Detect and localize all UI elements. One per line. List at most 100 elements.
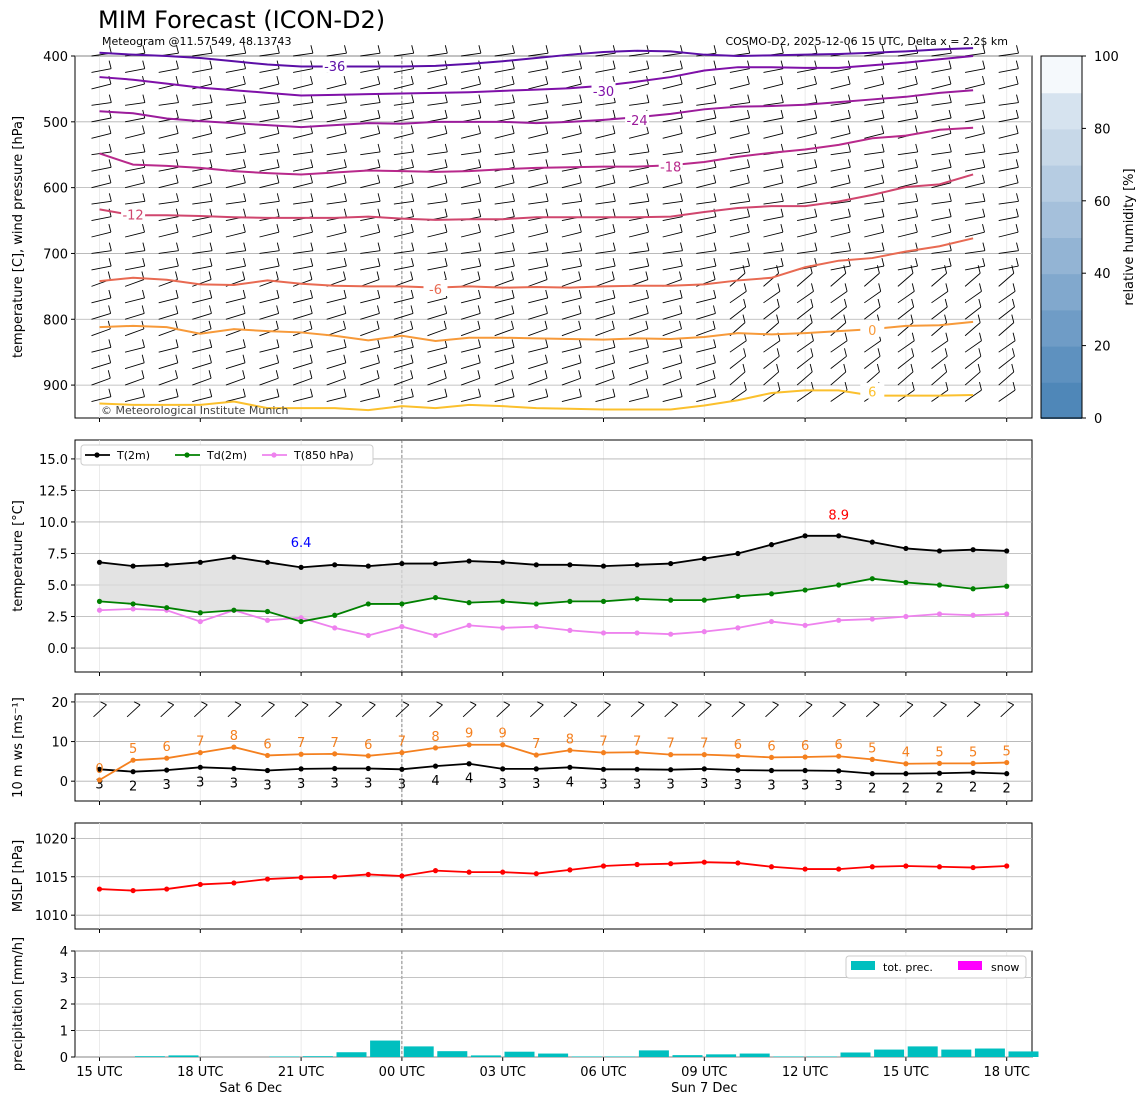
data-point xyxy=(231,744,237,750)
wind-barb-flag xyxy=(167,701,174,706)
wind-barb-flag xyxy=(108,242,112,251)
wind-barb-flag xyxy=(646,60,650,69)
wind-barb-flag xyxy=(545,143,549,153)
data-point xyxy=(869,616,875,622)
wind-barb-flag xyxy=(310,174,313,183)
wind-barb-flag xyxy=(209,60,213,69)
wind-barb-flag xyxy=(175,370,178,379)
wind-barb xyxy=(460,346,481,353)
wind-barb xyxy=(897,200,918,205)
wind-barb-flag xyxy=(847,208,851,217)
wind-barb-flag xyxy=(444,109,448,119)
data-point xyxy=(264,876,271,882)
wind-barb-flag xyxy=(511,370,514,379)
wind-barb xyxy=(429,704,443,718)
wind-barb xyxy=(830,322,847,337)
wind-barb xyxy=(461,265,481,271)
wind-barb xyxy=(494,279,514,287)
wind-barb-flag xyxy=(275,320,279,329)
upper-air-ytick-label: 800 xyxy=(43,313,68,328)
wind-barb xyxy=(830,102,851,106)
wind-barb-flag xyxy=(411,45,415,54)
wind-barb-flag xyxy=(544,370,548,379)
wind-barb-flag xyxy=(746,224,750,233)
data-label: 3 xyxy=(297,777,305,792)
day-label: Sat 6 Dec xyxy=(219,1081,282,1096)
wind-barb-flag xyxy=(276,208,280,217)
data-point xyxy=(432,595,439,601)
wind-barb xyxy=(326,132,347,139)
wind-barb xyxy=(360,151,381,156)
wind-barb-flag xyxy=(343,159,347,168)
wind-barb-flag xyxy=(108,224,112,233)
data-point xyxy=(970,547,976,553)
wind-barb xyxy=(393,396,414,402)
bar xyxy=(134,1056,165,1057)
wind-barb-flag xyxy=(545,242,549,251)
wind-barb xyxy=(427,182,448,189)
wind-barb-flag xyxy=(410,388,414,397)
wind-barb xyxy=(628,377,649,386)
wind-barb xyxy=(696,312,716,320)
wind-barb xyxy=(124,362,145,370)
bar xyxy=(773,1056,804,1057)
wind-barb-flag xyxy=(814,242,818,251)
wind-barb xyxy=(124,231,145,238)
wind-barb xyxy=(460,279,481,287)
wind-barb xyxy=(662,68,683,73)
data-point xyxy=(668,631,674,637)
wind-barb-flag xyxy=(844,332,848,341)
wind-barb-flag xyxy=(242,320,246,329)
wind-barb xyxy=(899,704,914,718)
wind-barb-flag xyxy=(377,193,381,202)
wind-barb xyxy=(91,377,111,386)
wind-barb-flag xyxy=(511,388,515,397)
wind-barb xyxy=(124,312,145,320)
wind-barb xyxy=(933,704,947,718)
data-point xyxy=(500,598,506,604)
wind-barb-flag xyxy=(369,701,376,706)
colorbar-band xyxy=(1041,237,1082,275)
wind-barb-flag xyxy=(377,257,381,267)
wind-barb-flag xyxy=(276,109,280,119)
wind-barb-flag xyxy=(242,271,246,280)
isotherm-label: -24 xyxy=(626,114,647,129)
wind-barb-flag xyxy=(511,75,515,85)
wind-barb-flag xyxy=(979,283,982,292)
wind-barb-flag xyxy=(511,339,515,348)
wind-barb xyxy=(797,216,817,221)
data-point xyxy=(970,864,976,871)
wind-barb xyxy=(494,250,515,254)
wind-barb-flag xyxy=(940,701,947,706)
data-point xyxy=(836,617,842,623)
wind-barb-flag xyxy=(1015,60,1019,69)
wind-barb xyxy=(158,265,179,271)
wind-barb xyxy=(964,306,982,320)
wind-barb xyxy=(628,182,649,189)
wind-barb xyxy=(158,377,178,386)
isotherm-line xyxy=(99,89,974,129)
data-point xyxy=(600,750,607,756)
wind-barb xyxy=(528,297,548,304)
wind-barb-flag xyxy=(738,701,746,706)
data-point xyxy=(130,769,136,775)
wind-barb-flag xyxy=(747,109,750,119)
wind-barb xyxy=(326,312,346,320)
wind-barb-flag xyxy=(679,339,683,348)
wind-barb-flag xyxy=(276,174,280,183)
wind-barb-flag xyxy=(108,388,112,397)
data-point xyxy=(836,866,842,872)
wind-barb-flag xyxy=(646,339,649,348)
wind-barb-flag xyxy=(780,159,784,168)
data-point xyxy=(802,767,808,774)
wind-barb-flag xyxy=(713,388,717,397)
data-point xyxy=(231,880,237,886)
wind-barb xyxy=(796,371,813,386)
wind-barb xyxy=(528,231,548,238)
wind-barb xyxy=(964,290,982,304)
wind-barb xyxy=(830,182,851,189)
data-point xyxy=(365,601,371,607)
wind-barb xyxy=(998,166,1019,172)
wind-barb-flag xyxy=(1012,283,1016,292)
wind-barb-flag xyxy=(713,193,717,202)
